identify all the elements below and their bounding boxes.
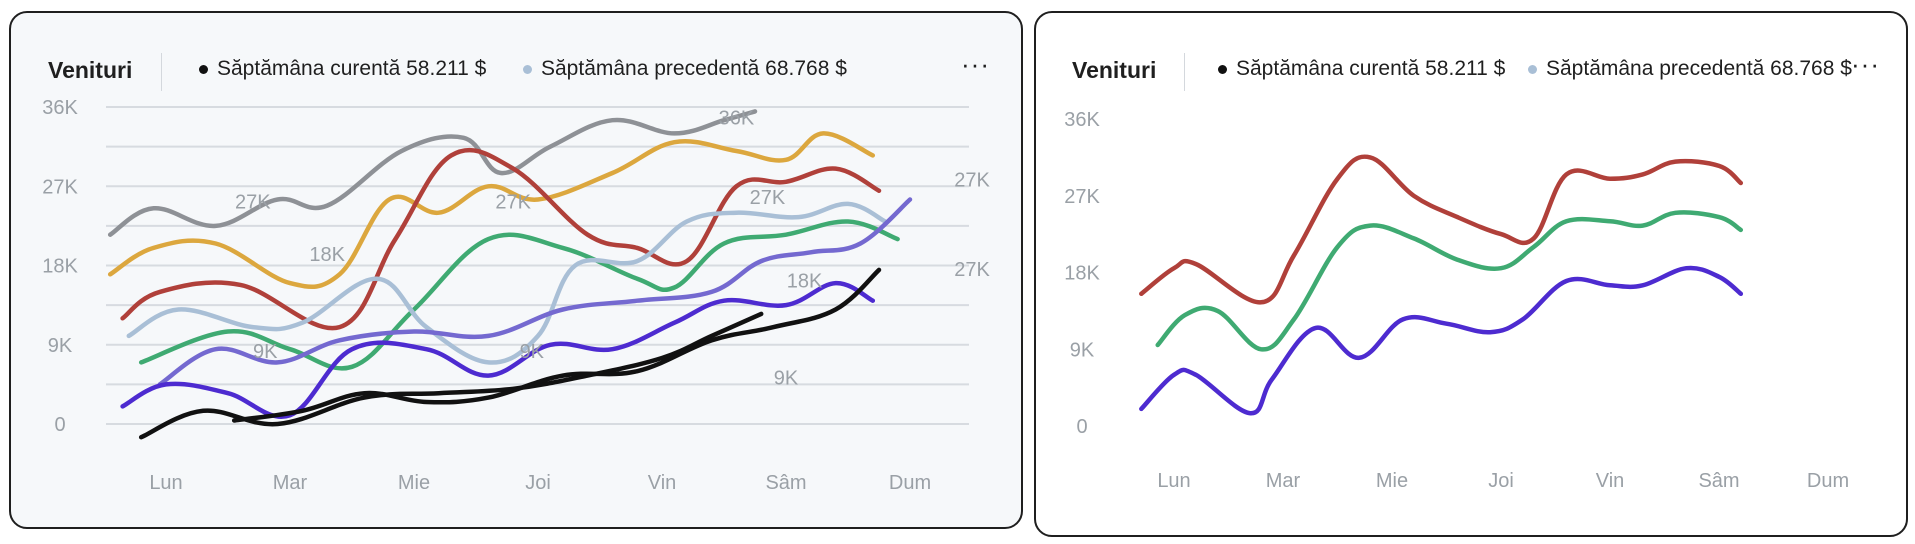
x-tick-label: Sâm [1698,470,1739,492]
chart-card-left: Venituri Săptămâna curentă 58.211 $ Săpt… [9,11,1023,529]
y-tick-label: 36K [1064,109,1100,131]
series-line [126,201,888,365]
x-tick-label: Mie [398,472,430,494]
title-divider [161,53,162,91]
y-tick-label: 9K [48,335,73,357]
legend-label: Săptămâna curentă 58.211 $ [1236,57,1506,80]
more-options-icon[interactable]: ··· [1851,49,1880,79]
data-label: 27K [495,191,531,213]
x-tick-label: Mar [1266,470,1301,492]
y-tick-label: 0 [1076,416,1087,438]
series-line [107,131,876,290]
x-tick-label: Joi [525,472,551,494]
legend-previous-week[interactable]: Săptămâna precedentă 68.768 $ [523,57,847,81]
legend-previous-week[interactable]: Săptămâna precedentă 68.768 $ [1528,57,1852,81]
series-line [1139,154,1744,305]
x-tick-label: Dum [889,472,931,494]
x-tick-label: Mie [1376,470,1408,492]
series-line [138,311,764,440]
legend-dot-icon [1218,64,1227,74]
legend-label: Săptămâna precedentă 68.768 $ [1546,57,1852,80]
data-label: 27K [235,191,271,213]
series-line [120,280,876,419]
x-tick-label: Lun [149,472,182,494]
y-tick-label: 9K [1070,339,1095,361]
y-tick-label: 18K [42,256,78,278]
data-label: 18K [787,271,823,293]
legend-current-week[interactable]: Săptămâna curentă 58.211 $ [1218,57,1505,81]
legend-dot-icon [199,64,208,74]
legend-dot-icon [1528,64,1537,74]
card-title: Venituri [1072,57,1157,83]
series-line [231,267,882,423]
more-options-icon[interactable]: ··· [961,49,990,79]
series-line [138,219,900,371]
legend-label: Săptămâna curentă 58.211 $ [217,57,487,80]
data-label: 18K [309,244,345,266]
data-label: 9K [520,341,545,363]
legend-current-week[interactable]: Săptămâna curentă 58.211 $ [199,57,486,81]
data-label: 9K [253,341,278,363]
x-tick-label: Mar [273,472,308,494]
x-tick-label: Joi [1488,470,1514,492]
data-label: 27K [954,169,990,191]
y-tick-label: 18K [1064,263,1100,285]
title-divider [1184,53,1185,91]
x-tick-label: Lun [1157,470,1190,492]
series-line [107,109,758,237]
legend-label: Săptămâna precedentă 68.768 $ [541,57,847,80]
y-tick-label: 27K [1064,186,1100,208]
legend-dot-icon [523,64,532,74]
data-label: 36K [719,108,755,130]
data-label: 27K [750,187,786,209]
series-line [157,197,913,387]
line-chart-right: 36K 27K 18K 9K 0 Lun Mar Mie Joi Vin Sâm Dum [1064,109,1849,492]
x-tick-label: Sâm [765,472,806,494]
series-line [1155,210,1744,352]
data-label: 9K [774,367,799,389]
y-tick-label: 27K [42,176,78,198]
card-title: Venituri [48,57,133,83]
y-tick-label: 0 [54,414,65,436]
line-chart-left: 36K 27K 18K 9K 0 Lun Mar Mie Joi Vin Sâm Dum 27K 18K 2… [42,97,990,494]
data-label: 27K [954,259,990,281]
x-tick-label: Vin [648,472,677,494]
series-line [120,147,882,331]
x-tick-label: Dum [1807,470,1849,492]
y-tick-label: 36K [42,97,78,119]
series-line [1139,265,1744,416]
x-tick-label: Vin [1596,470,1625,492]
chart-card-right: Venituri Săptămâna curentă 58.211 $ Săpt… [1034,11,1908,537]
